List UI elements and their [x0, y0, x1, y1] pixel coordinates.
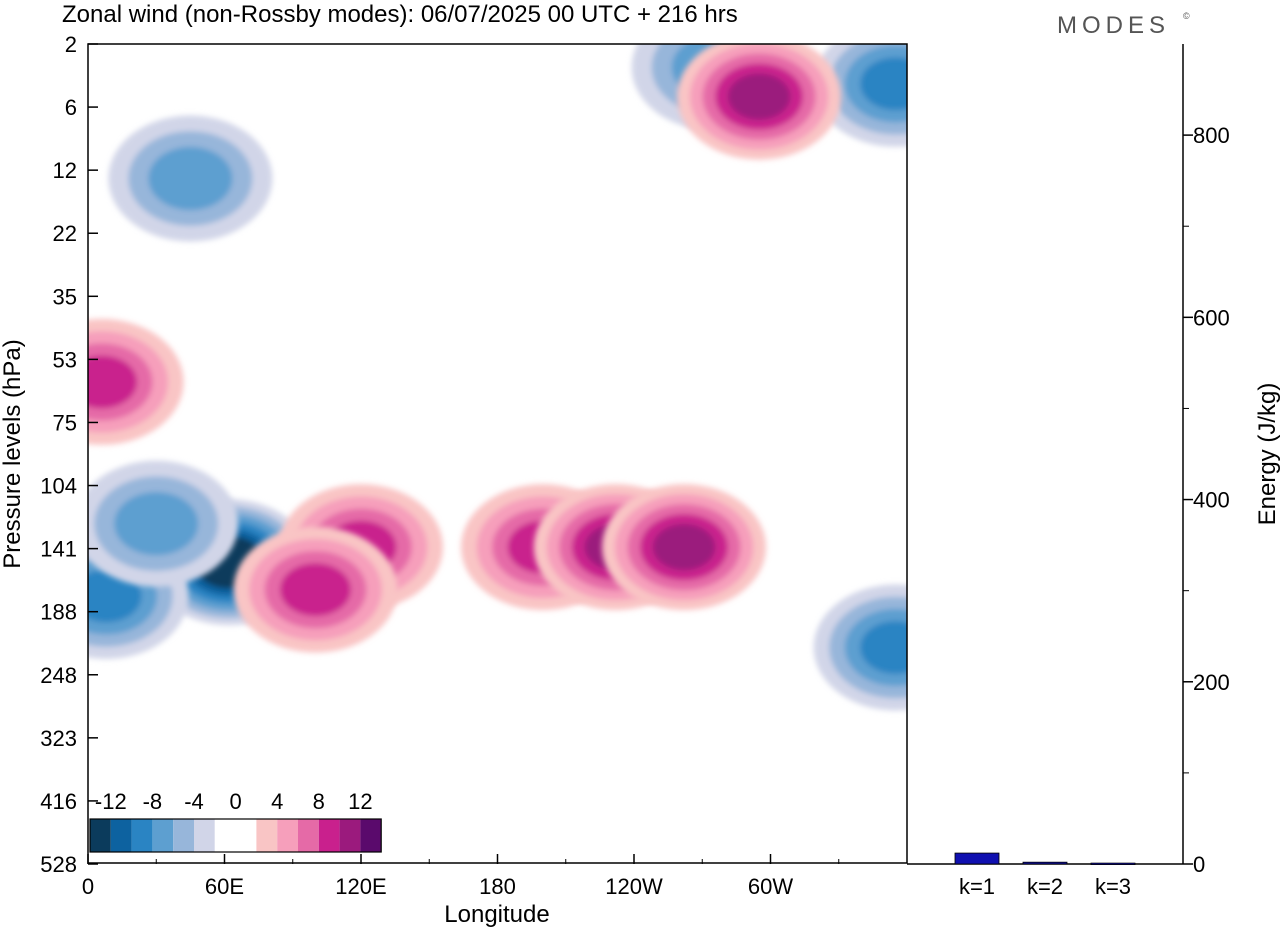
colorbar-label: 4	[271, 789, 283, 814]
energy-bar-chart: k=1 k=2 k=3 0 200 400 600 800	[907, 44, 1230, 899]
y-tick-label: 528	[40, 852, 77, 877]
y-tick-label: 12	[53, 158, 77, 183]
energy-y-tick-label: 400	[1193, 488, 1230, 513]
colorbar-label: 0	[229, 789, 241, 814]
colorbar-swatch	[256, 819, 278, 852]
x-tick-label: 120W	[605, 874, 663, 899]
energy-bars	[954, 852, 1136, 865]
contour-band	[280, 563, 351, 616]
colorbar-labels: -12 -8 -4 0 4 8 12	[95, 789, 373, 814]
brand-logo: MODES	[1057, 12, 1170, 39]
contour-band	[114, 492, 199, 556]
colorbar-swatch	[110, 819, 132, 852]
energy-bar	[954, 852, 1000, 865]
y-tick-label: 104	[40, 474, 77, 499]
y-tick-label: 6	[65, 95, 77, 120]
colorbar-swatch	[90, 819, 111, 852]
energy-bar-category: k=2	[1027, 874, 1063, 899]
y-tick-label: 188	[40, 600, 77, 625]
contour-region	[602, 484, 767, 611]
x-tick-label: 60E	[205, 874, 244, 899]
contour-region	[233, 526, 398, 653]
energy-y-tick-label: 200	[1193, 670, 1230, 695]
energy-bar-category: k=3	[1095, 874, 1131, 899]
contour-region	[677, 44, 842, 160]
energy-y-tick-label: 600	[1193, 305, 1230, 330]
contour-region	[108, 115, 273, 242]
colorbar-swatch	[214, 819, 236, 852]
colorbar-frame	[89, 818, 382, 853]
energy-y-tick-label: 800	[1193, 123, 1230, 148]
colorbar-swatch	[131, 819, 153, 852]
y-tick-label: 416	[40, 789, 77, 814]
colorbar-swatch	[360, 819, 382, 852]
energy-y-tick-label: 0	[1193, 852, 1205, 877]
y-tick-label: 248	[40, 663, 77, 688]
energy-bar-category: k=1	[959, 874, 995, 899]
contour-region	[88, 460, 239, 587]
colorbar-swatch	[235, 819, 257, 852]
contour-region	[813, 44, 907, 147]
y-axis-label: Pressure levels (hPa)	[0, 339, 26, 568]
y-tick-label: 323	[40, 726, 77, 751]
x-tick-label: 120E	[335, 874, 386, 899]
heatmap-contours	[88, 44, 907, 711]
x-tick-label: 60W	[748, 874, 793, 899]
contour-region	[813, 584, 907, 711]
x-axis-ticks: 0 60E 120E 180 120W 60W	[82, 854, 840, 899]
contour-region	[88, 318, 184, 445]
chart-title: Zonal wind (non-Rossby modes): 06/07/202…	[62, 1, 738, 28]
colorbar-label: 12	[348, 789, 372, 814]
colorbar-label: -4	[184, 789, 204, 814]
colorbar-swatch	[173, 819, 194, 852]
colorbar-label: -8	[143, 789, 163, 814]
y-tick-label: 53	[53, 347, 77, 372]
y-tick-label: 75	[53, 410, 77, 435]
contour-band	[860, 57, 907, 111]
colorbar	[89, 818, 382, 853]
colorbar-label: -12	[95, 789, 127, 814]
energy-bar	[1022, 861, 1068, 865]
brand-copyright-mark: ©	[1183, 11, 1190, 21]
contour-band	[860, 621, 907, 674]
colorbar-swatch	[277, 819, 298, 852]
energy-y-label: Energy (J/kg)	[1254, 383, 1280, 526]
x-axis-label: Longitude	[444, 901, 549, 928]
colorbar-swatch	[152, 819, 174, 852]
y-axis-ticks: 2 6 12 22 35 53 75 104 141 188 248 323 416 528	[40, 32, 98, 877]
colorbar-swatch	[318, 819, 340, 852]
colorbar-swatch	[298, 819, 319, 852]
energy-bar-labels: k=1 k=2 k=3	[959, 874, 1131, 899]
colorbar-label: 8	[313, 789, 325, 814]
y-tick-label: 2	[65, 32, 77, 57]
contour-band	[652, 524, 716, 571]
colorbar-swatch	[194, 819, 215, 852]
x-tick-label: 180	[479, 874, 516, 899]
energy-bar	[1090, 862, 1136, 865]
contour-band	[728, 73, 791, 120]
colorbar-swatch	[339, 819, 361, 852]
heatmap-plot: -12 -8 -4 0 4 8 12	[87, 43, 908, 864]
contour-band	[148, 146, 233, 211]
energy-y-ticks: 0 200 400 600 800	[1183, 123, 1230, 877]
y-tick-label: 35	[53, 284, 77, 309]
contour-band	[88, 355, 137, 409]
y-tick-label: 141	[40, 537, 77, 562]
x-tick-label: 0	[82, 874, 94, 899]
y-tick-label: 22	[53, 221, 77, 246]
